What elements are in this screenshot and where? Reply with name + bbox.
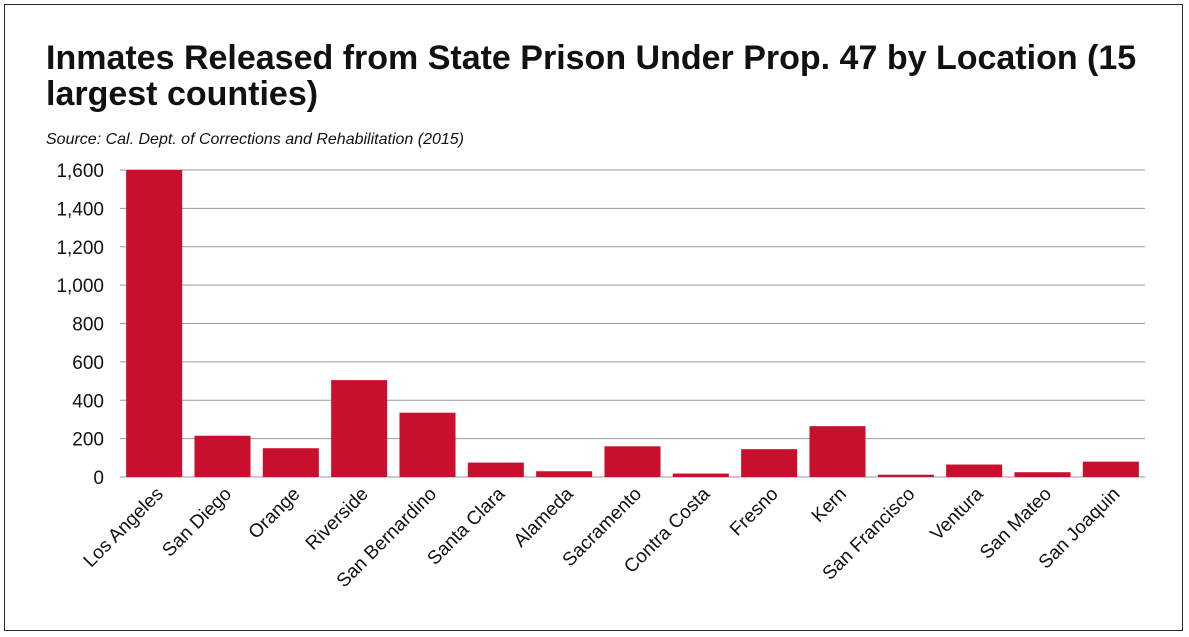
y-tick-label: 1,000 <box>56 276 104 297</box>
bar <box>604 446 661 477</box>
bar <box>1082 461 1139 477</box>
y-tick-label: 1,600 <box>56 161 104 182</box>
bar <box>672 473 729 477</box>
bars <box>126 170 1139 477</box>
x-tick-label: San Diego <box>158 484 236 562</box>
bar <box>536 471 593 477</box>
bar <box>331 380 388 477</box>
y-tick-label: 0 <box>93 468 104 489</box>
bar <box>741 449 798 477</box>
chart-frame <box>4 4 1183 631</box>
chart-subtitle: Source: Cal. Dept. of Corrections and Re… <box>46 131 464 148</box>
bar <box>946 464 1003 477</box>
x-tick-label: Orange <box>245 484 305 544</box>
bar <box>467 462 524 477</box>
x-tick-label: Fresno <box>726 484 783 541</box>
bar <box>126 170 183 477</box>
bar <box>194 435 251 477</box>
y-axis-ticks: 0 200 400 600 800 1,000 1,200 1,400 1,600 <box>56 161 104 489</box>
y-tick-label: 1,200 <box>56 238 104 259</box>
y-tick-label: 1,400 <box>56 199 104 220</box>
x-tick-label: Los Angeles <box>80 484 168 572</box>
bar <box>1014 472 1071 477</box>
gridlines <box>120 169 1145 478</box>
x-tick-label: Riverside <box>302 484 373 555</box>
x-tick-label: Alameda <box>510 483 578 551</box>
y-tick-label: 400 <box>72 391 104 412</box>
chart-title: Inmates Released from State Prison Under… <box>46 39 1137 113</box>
bar <box>399 412 456 477</box>
x-tick-label: Ventura <box>927 483 988 544</box>
bar <box>877 474 934 477</box>
y-tick-label: 200 <box>72 430 104 451</box>
x-tick-label: Kern <box>808 484 851 527</box>
bar <box>262 448 319 477</box>
y-tick-label: 800 <box>72 315 104 336</box>
bar <box>809 426 866 477</box>
y-tick-label: 600 <box>72 353 104 374</box>
